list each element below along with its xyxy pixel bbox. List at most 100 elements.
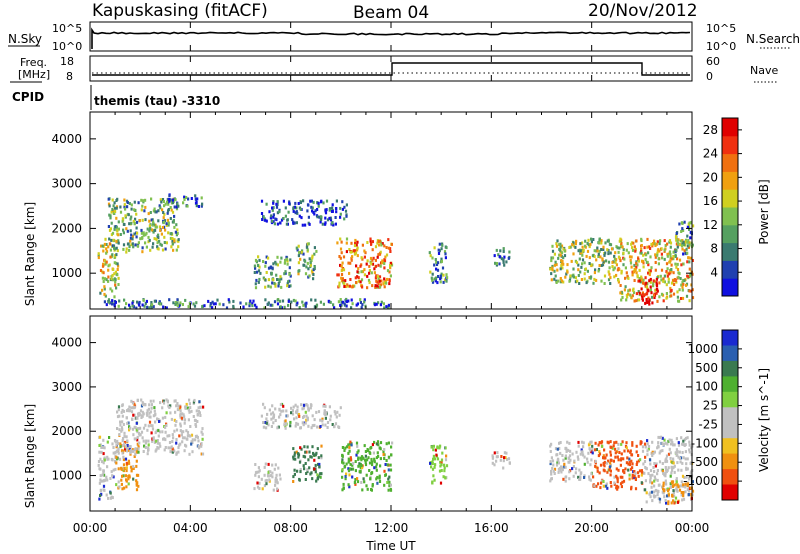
power-cell xyxy=(572,252,575,256)
power-cell xyxy=(641,259,644,263)
velocity-cell xyxy=(117,480,120,484)
velocity-cell xyxy=(436,445,439,449)
power-colorbar-swatch xyxy=(722,171,738,190)
power-cell xyxy=(670,294,673,298)
velocity-colorbar-tick-label: 1000 xyxy=(687,342,718,356)
power-cell xyxy=(665,262,669,266)
power-cell xyxy=(374,245,378,249)
power-cell xyxy=(143,209,146,213)
velocity-cell xyxy=(110,457,113,461)
power-cell xyxy=(345,304,348,308)
power-cell xyxy=(242,305,245,309)
velocity-cell xyxy=(107,496,110,500)
power-region-9 xyxy=(549,237,619,285)
velocity-cell xyxy=(605,482,608,486)
velocity-cell xyxy=(663,438,666,442)
velocity-cell xyxy=(653,479,656,483)
power-cell xyxy=(264,218,267,222)
velocity-cell xyxy=(272,421,275,425)
velocity-cell xyxy=(135,428,138,432)
power-cell xyxy=(315,303,319,307)
velocity-cell xyxy=(652,466,655,469)
velocity-cell xyxy=(674,451,677,455)
power-cell xyxy=(292,298,295,302)
power-cell xyxy=(389,250,392,253)
power-cell xyxy=(101,288,104,292)
velocity-cell xyxy=(311,445,314,449)
power-cell xyxy=(295,221,298,225)
velocity-cell xyxy=(589,478,592,482)
velocity-cell xyxy=(306,418,309,422)
velocity-cell xyxy=(578,468,581,472)
power-cell xyxy=(357,276,360,280)
power-cell xyxy=(670,263,673,267)
velocity-cell xyxy=(629,467,633,471)
velocity-cell xyxy=(98,481,101,485)
power-cell xyxy=(638,268,641,272)
velocity-cell xyxy=(438,446,441,450)
power-cell xyxy=(314,209,317,213)
velocity-cell xyxy=(373,457,376,461)
velocity-cell xyxy=(317,410,321,414)
power-cell xyxy=(675,242,678,246)
velocity-cell xyxy=(369,451,372,455)
velocity-cell xyxy=(296,469,299,473)
velocity-cell xyxy=(194,422,197,426)
velocity-cell xyxy=(144,423,147,427)
power-cell xyxy=(275,273,278,277)
power-cell xyxy=(436,268,440,272)
power-cell xyxy=(642,294,646,298)
velocity-cell xyxy=(125,461,128,465)
velocity-cell xyxy=(138,413,141,416)
power-cell xyxy=(339,206,342,210)
power-cell xyxy=(371,262,375,266)
velocity-cell xyxy=(603,448,606,452)
velocity-cell xyxy=(131,417,134,421)
velocity-cell xyxy=(303,467,306,471)
power-cell xyxy=(381,259,384,263)
power-cell xyxy=(622,256,625,260)
velocity-cell xyxy=(366,487,369,491)
power-cell xyxy=(557,279,560,283)
power-cell xyxy=(339,263,342,267)
velocity-colorbar-swatch xyxy=(722,453,738,470)
power-cell xyxy=(618,267,621,271)
velocity-cell xyxy=(550,469,553,473)
power-cell xyxy=(342,268,346,272)
power-cell xyxy=(436,281,439,285)
power-cell xyxy=(677,275,680,279)
power-cell xyxy=(612,268,615,272)
velocity-cell xyxy=(349,456,352,460)
power-cell xyxy=(284,270,287,274)
velocity-cell xyxy=(295,421,298,425)
velocity-cell xyxy=(357,449,360,453)
velocity-cell xyxy=(667,500,670,504)
velocity-cell xyxy=(302,406,305,410)
power-cell xyxy=(265,271,268,274)
velocity-cell xyxy=(145,411,148,415)
velocity-cell xyxy=(128,428,131,432)
power-cell xyxy=(666,254,669,258)
velocity-cell xyxy=(663,495,666,499)
velocity-cell xyxy=(184,405,187,409)
velocity-cell xyxy=(440,463,443,467)
power-cell xyxy=(642,261,645,265)
velocity-cell xyxy=(590,472,593,476)
velocity-cell xyxy=(365,484,368,488)
power-cell xyxy=(615,258,618,262)
power-cell xyxy=(172,218,175,222)
power-cell xyxy=(350,256,353,260)
power-cell xyxy=(343,302,346,306)
power-cell xyxy=(507,256,510,260)
velocity-cell xyxy=(616,480,619,484)
velocity-cell xyxy=(617,442,620,446)
power-cell xyxy=(575,261,579,265)
power-cell xyxy=(634,249,637,253)
velocity-cell xyxy=(556,461,559,465)
power-cell xyxy=(339,212,342,216)
power-cell xyxy=(592,281,595,285)
power-cell xyxy=(148,306,151,310)
power-cell xyxy=(112,204,115,208)
power-cell xyxy=(656,276,659,280)
power-cell xyxy=(283,261,286,265)
